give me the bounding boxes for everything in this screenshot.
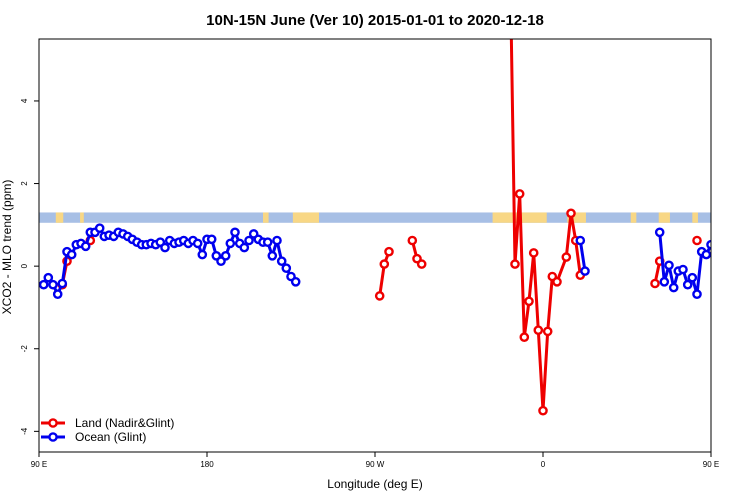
- series-0-point-3-2: [416, 259, 427, 269]
- series-1-point-0-50: [272, 235, 282, 246]
- series-1-point-2-7: [687, 272, 698, 283]
- y-tick-label-4: 4: [20, 98, 29, 103]
- y-tick-label-0: -4: [20, 427, 29, 435]
- legend: Land (Nadir&Glint)Ocean (Glint): [41, 416, 174, 444]
- series-0-point-2-0: [374, 291, 385, 301]
- series-1-point-2-14: [721, 229, 728, 236]
- x-tick-label-3: 0: [541, 460, 546, 469]
- series-1-point-0-41: [230, 227, 240, 238]
- series-1-point-2-11: [706, 239, 711, 250]
- legend-marker-1: [48, 432, 58, 442]
- ocean-band: [39, 212, 711, 223]
- series-1-point-2-19: [745, 229, 750, 236]
- series-0-line-4: [509, 39, 582, 413]
- series-1-point-2-17: [735, 233, 742, 240]
- land-span-2: [263, 212, 269, 223]
- series-1-point-2-16: [731, 235, 738, 242]
- series-0-point-4-7: [538, 405, 548, 416]
- series-0-point-4-8: [542, 326, 553, 337]
- series-1-point-2-8: [692, 289, 702, 300]
- series-1-point-2-12: [710, 242, 711, 245]
- series-1-point-2-3: [668, 282, 679, 293]
- series-0-point-4-11: [561, 252, 572, 262]
- series-0: [57, 39, 702, 416]
- series-1-point-1-1: [580, 266, 590, 276]
- x-axis-label: Longitude (deg E): [327, 477, 422, 491]
- land-span-8: [692, 212, 698, 223]
- series-1-point-0-39: [220, 250, 231, 261]
- series-1-point-2-6: [682, 279, 693, 290]
- series-1-point-2-1: [659, 276, 670, 287]
- series-1-point-0-48: [262, 237, 273, 247]
- series-1-point-0-34: [197, 249, 208, 260]
- series-1-point-0-44: [244, 235, 254, 246]
- series-1-point-0-3: [52, 289, 63, 300]
- series-0-point-4-1: [510, 259, 520, 269]
- chart-title: 10N-15N June (Ver 10) 2015-01-01 to 2020…: [206, 12, 544, 29]
- series-1-point-2-13: [717, 229, 724, 236]
- y-tick-label-2: 0: [20, 263, 29, 268]
- series-0-point-4-10: [552, 276, 562, 287]
- series-1-point-0-36: [206, 234, 217, 245]
- series-1-point-0-9: [80, 241, 91, 252]
- x-tick-label-2: 90 W: [366, 460, 385, 469]
- land-span-5: [567, 212, 586, 223]
- series-1-point-0-43: [239, 242, 250, 253]
- y-axis-label: XCO2 - MLO trend (ppm): [0, 180, 14, 315]
- series-1-point-0-51: [276, 256, 287, 267]
- series-1-point-2-15: [726, 225, 733, 232]
- x-axis: 90 E 180 90 W 0 90 E: [31, 452, 719, 469]
- series-0-point-4-4: [524, 296, 534, 307]
- y-tick-label-1: -2: [20, 345, 29, 353]
- series-1-point-2-18: [740, 233, 747, 240]
- legend-label-0: Land (Nadir&Glint): [75, 416, 174, 430]
- series-1-point-0-1: [43, 272, 54, 283]
- land-span-0: [55, 212, 64, 223]
- series-0-point-2-1: [379, 259, 390, 269]
- series-1-point-2-10: [701, 249, 711, 260]
- y-tick-label-3: 2: [20, 181, 29, 186]
- series-0-point-5-0: [650, 278, 660, 289]
- plot-area: [39, 39, 750, 416]
- y-axis: -4 -2 0 2 4: [20, 98, 39, 435]
- land-span-3: [292, 212, 319, 223]
- series-0-line-2: [378, 251, 391, 297]
- series-1-point-0-54: [290, 276, 301, 287]
- series-1-point-0-12: [94, 223, 105, 233]
- legend-label-1: Ocean (Glint): [75, 430, 146, 444]
- series-1-point-2-2: [664, 260, 674, 271]
- series-0-point-4-5: [528, 248, 539, 258]
- series-1-point-2-0: [654, 227, 665, 238]
- series-1-point-0-2: [48, 279, 58, 290]
- series-0-point-4-6: [533, 325, 544, 336]
- series-1-point-0-0: [39, 279, 49, 290]
- series-0-point-4-12: [566, 208, 576, 219]
- series-1-point-0-49: [267, 250, 278, 261]
- series-0-point-4-3: [519, 332, 530, 343]
- series-1-line-2: [658, 232, 711, 296]
- series-1-point-0-52: [281, 263, 292, 274]
- x-tick-label-4: 90 E: [703, 460, 719, 469]
- land-span-6: [630, 212, 637, 223]
- series-1-point-0-40: [225, 238, 236, 249]
- x-tick-label-1: 180: [200, 460, 214, 469]
- land-span-7: [658, 212, 670, 223]
- series-1-point-0-26: [160, 242, 170, 253]
- series-1-point-0-4: [57, 278, 68, 289]
- series-0-point-2-2: [384, 246, 394, 257]
- legend-marker-0: [48, 418, 58, 428]
- series-1: [39, 223, 750, 300]
- series-1-point-1-0: [575, 235, 586, 246]
- series-1-point-0-6: [66, 249, 77, 260]
- land-span-1: [80, 212, 84, 223]
- series-1-point-2-5: [678, 264, 688, 275]
- series-1-point-0-33: [192, 238, 203, 249]
- series-0-point-6-0: [692, 235, 702, 246]
- series-0-point-3-0: [407, 235, 418, 246]
- series-1-line-1: [578, 240, 587, 272]
- x-tick-label-0: 90 E: [31, 460, 47, 469]
- series-0-point-4-2: [514, 189, 525, 199]
